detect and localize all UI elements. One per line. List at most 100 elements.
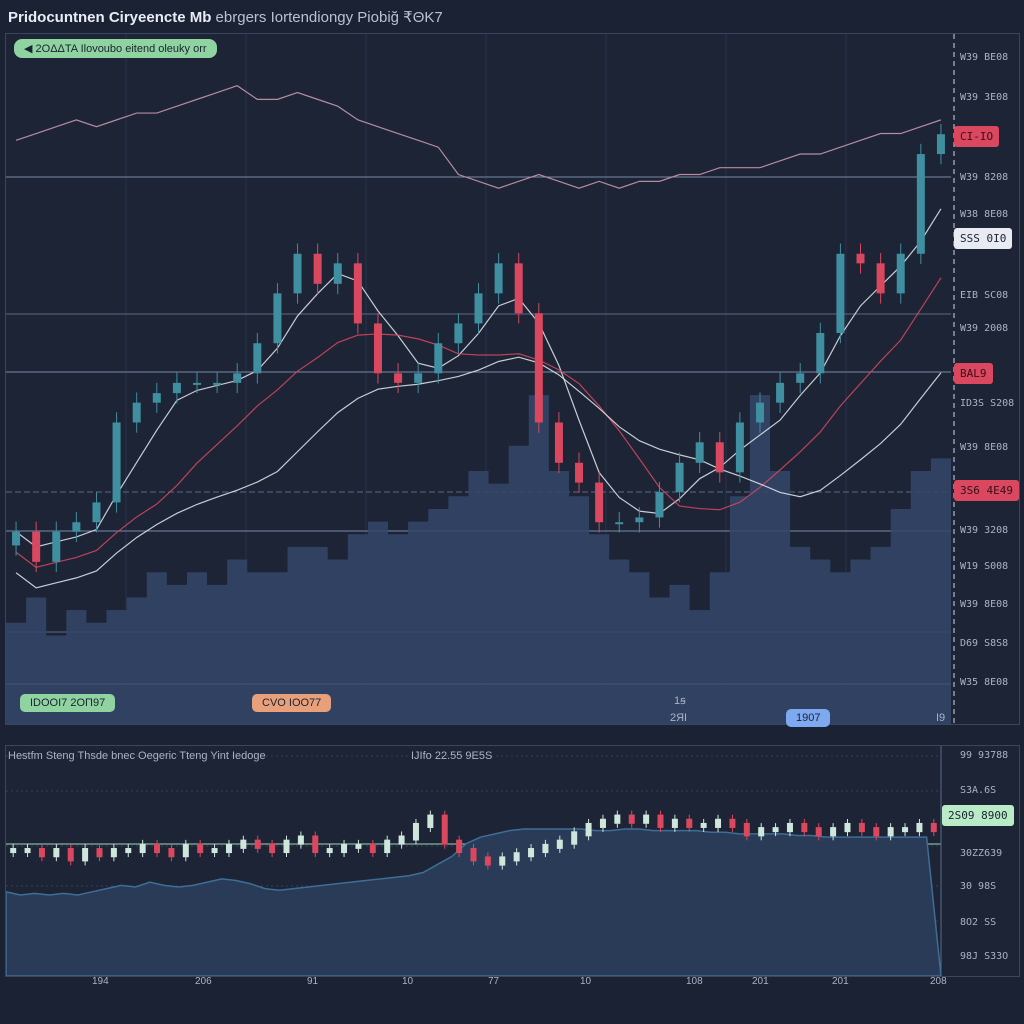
candle [24, 848, 31, 854]
lower-subtitle: IJIfo 22.55 9E5S [411, 750, 493, 762]
candle [82, 848, 89, 862]
candle [936, 134, 945, 155]
candle [132, 402, 141, 423]
candle [182, 843, 189, 858]
x-axis-label: 194 [92, 976, 109, 987]
lower-y-axis-label: 99 93788 [960, 750, 1009, 761]
candle [398, 835, 405, 845]
y-axis-label: W19 S008 [960, 561, 1009, 572]
candle [743, 822, 750, 837]
x-axis-label: 77 [488, 976, 500, 987]
y-axis-label: ІDЗS S208 [960, 398, 1015, 409]
candle [254, 839, 261, 849]
candle [427, 814, 434, 828]
candle [253, 343, 262, 374]
x-axis-label: 91 [307, 976, 319, 987]
indicator-badge[interactable]: ◀ 2OΔΔTA Ilovoubo eitend oleuky orr [14, 39, 217, 58]
candle [772, 827, 779, 833]
candle [735, 422, 744, 473]
candle [513, 852, 520, 862]
lower-y-axis-label: 30 98S [960, 881, 997, 892]
candle [297, 835, 304, 845]
candle [434, 343, 443, 374]
y-axis-label: W39 3E08 [960, 92, 1009, 103]
y-axis-label: EIB SC08 [960, 290, 1009, 301]
candle [585, 822, 592, 837]
candle [341, 843, 348, 854]
candle [528, 848, 535, 858]
candle [353, 263, 362, 324]
candle [916, 822, 923, 833]
candle [326, 848, 333, 854]
candle [801, 822, 808, 833]
candle [125, 848, 132, 854]
candle [571, 831, 578, 845]
candle [715, 442, 724, 473]
price-badge: 3S6 4E49 [954, 480, 1019, 501]
candle [168, 848, 175, 858]
candle [484, 856, 491, 866]
candle [269, 843, 276, 854]
candle [542, 843, 549, 854]
candle [12, 531, 21, 546]
candle [796, 373, 805, 383]
price-badge: BAL9 [954, 363, 993, 384]
candle [896, 253, 905, 294]
candle [615, 522, 624, 525]
candle [614, 814, 621, 824]
candle [729, 818, 736, 828]
small-label: 2ЯI [670, 712, 688, 724]
candle [499, 856, 506, 866]
candle [494, 263, 503, 294]
lower-price-badge: 2S09 8900 [942, 805, 1014, 826]
main-chart [6, 34, 955, 724]
y-axis-label: W39 8E08 [960, 599, 1009, 610]
candle [700, 822, 707, 828]
candle [916, 154, 925, 254]
candle [312, 835, 319, 854]
candle [643, 814, 650, 824]
candle [786, 822, 793, 833]
candle [110, 848, 117, 858]
candle [355, 843, 362, 849]
candle [836, 253, 845, 333]
y-axis-label: W39 BE08 [960, 52, 1009, 63]
x-axis-label: 206 [195, 976, 212, 987]
lower-chart [6, 746, 942, 976]
candle [554, 422, 563, 463]
candle [333, 263, 342, 284]
moving-average-line [15, 356, 942, 589]
candle [225, 843, 232, 854]
candle [154, 843, 161, 854]
candle [671, 818, 678, 828]
candle [595, 482, 604, 523]
lower-title: Hestfm Steng Thsde bnec Oegeric Tteng Yi… [8, 750, 266, 762]
candle [635, 517, 644, 523]
candle [675, 462, 684, 493]
small-label: I9 [936, 712, 946, 724]
candle [454, 323, 463, 344]
candle [830, 827, 837, 837]
x-axis-label: 208 [930, 976, 947, 987]
candle [38, 848, 45, 858]
candle [815, 827, 822, 837]
small-label: 1ꞩ [674, 695, 686, 707]
lower-chart-panel[interactable]: Hestfm Steng Thsde bnec Oegeric Tteng Yi… [5, 745, 1020, 977]
candle [930, 822, 937, 833]
bottom-badge-orange: CVO IOO77 [252, 694, 332, 712]
candle [599, 818, 606, 828]
candle [139, 843, 146, 854]
candle [873, 827, 880, 837]
candle [441, 814, 448, 845]
candle [273, 293, 282, 344]
candle [112, 422, 121, 503]
main-chart-panel[interactable]: ◀ 2OΔΔTA Ilovoubo eitend oleuky orr IDOO… [5, 33, 1020, 727]
candle [10, 848, 17, 854]
candle [92, 502, 101, 523]
candle [755, 402, 764, 423]
candle [876, 263, 885, 294]
page-title: Pridocuntnen Ciryeencte Mb ebrgers Iorte… [8, 9, 443, 26]
candle [474, 293, 483, 324]
candle [172, 382, 181, 394]
candle [197, 843, 204, 854]
